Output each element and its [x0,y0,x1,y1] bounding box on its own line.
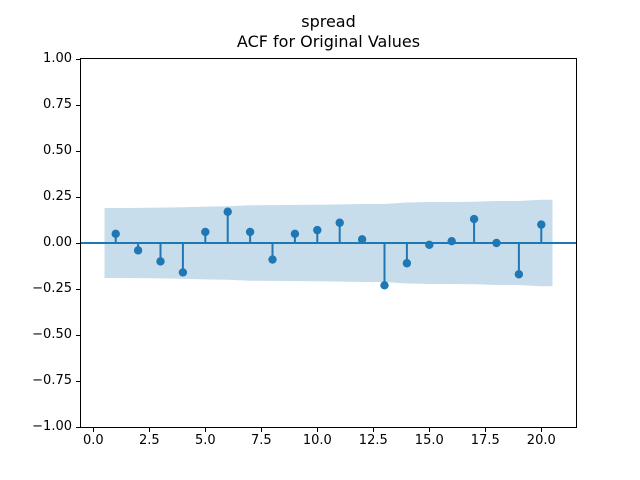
acf-marker [492,238,501,248]
x-tick-label: 15.0 [414,433,444,448]
y-tick-mark [76,150,80,152]
acf-marker [514,270,524,279]
plot-area [80,58,577,428]
acf-marker [111,229,120,238]
acf-marker [425,240,434,250]
chart-title-line2: ACF for Original Values [236,32,421,51]
acf-marker [447,236,456,246]
x-tick-label: 20.0 [526,433,556,448]
acf-marker [290,229,300,238]
y-tick-label: 0.50 [43,143,72,158]
acf-marker [335,218,344,227]
x-tick-mark [428,428,430,432]
y-tick-label: 0.25 [43,189,72,204]
acf-marker [268,255,277,264]
x-tick-label: 17.5 [470,433,500,448]
y-tick-mark [76,196,80,198]
acf-marker [245,227,255,237]
x-tick-mark [540,428,542,432]
acf-chart [81,199,576,290]
x-tick-mark [260,428,262,432]
x-tick-mark [372,428,374,432]
x-tick-mark [148,428,150,432]
x-tick-label: 7.5 [250,433,272,448]
chart-title-line1: spread [301,12,356,31]
x-tick-label: 5.0 [194,433,216,448]
y-tick-mark [76,242,80,244]
y-tick-label: −0.75 [32,373,72,388]
x-tick-mark [316,428,318,432]
y-tick-mark [76,426,80,428]
x-tick-mark [204,428,206,432]
acf-marker [313,225,322,235]
y-tick-label: −0.25 [32,281,72,296]
y-tick-label: 1.00 [43,51,72,66]
y-tick-label: −0.50 [32,327,72,342]
acf-marker [223,207,232,216]
acf-marker [133,246,143,255]
acf-marker [402,259,412,268]
x-tick-label: 0.0 [82,433,104,448]
y-tick-mark [76,334,80,336]
y-tick-label: 0.00 [43,235,72,250]
y-tick-mark [76,380,80,382]
y-tick-mark [76,104,80,106]
y-tick-mark [76,288,80,290]
acf-marker [156,257,165,266]
acf-marker [469,214,479,224]
y-tick-mark [76,58,80,60]
x-tick-mark [484,428,486,432]
acf-marker [178,268,188,277]
x-tick-label: 10.0 [302,433,332,448]
y-tick-label: 0.75 [43,97,72,112]
y-tick-label: −1.00 [32,419,72,434]
acf-marker [201,227,210,237]
x-tick-mark [92,428,94,432]
chart-title: spread ACF for Original Values [80,12,577,52]
acf-marker [380,281,389,290]
acf-marker [537,220,546,229]
acf-marker [357,235,367,244]
x-tick-label: 2.5 [138,433,160,448]
x-tick-label: 12.5 [358,433,388,448]
